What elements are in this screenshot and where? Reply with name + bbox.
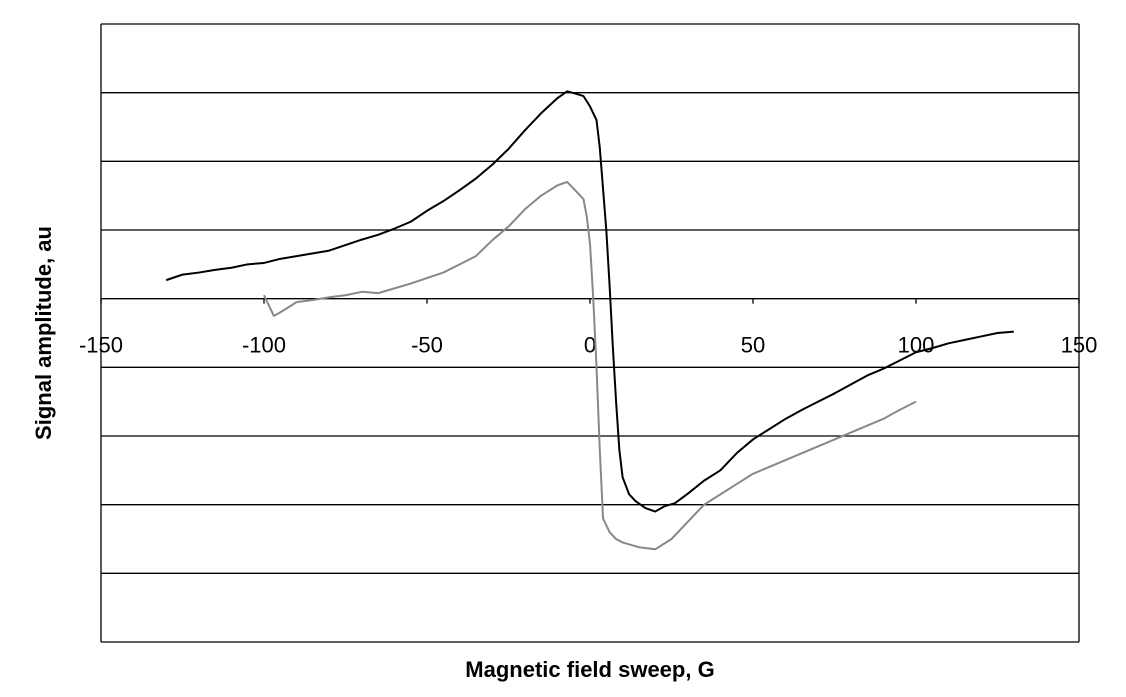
x-tick-label: 0 [584, 332, 596, 357]
x-tick-label: 100 [898, 332, 935, 357]
x-tick-label: 150 [1061, 332, 1098, 357]
y-axis-title: Signal amplitude, au [31, 226, 56, 440]
series-line [165, 90, 1014, 513]
x-axis-title: Magnetic field sweep, G [465, 657, 714, 682]
series-line [263, 180, 917, 551]
x-tick-label: 50 [741, 332, 765, 357]
x-tick-label: -150 [79, 332, 123, 357]
x-tick-label: -100 [242, 332, 286, 357]
x-tick-label: -50 [411, 332, 443, 357]
